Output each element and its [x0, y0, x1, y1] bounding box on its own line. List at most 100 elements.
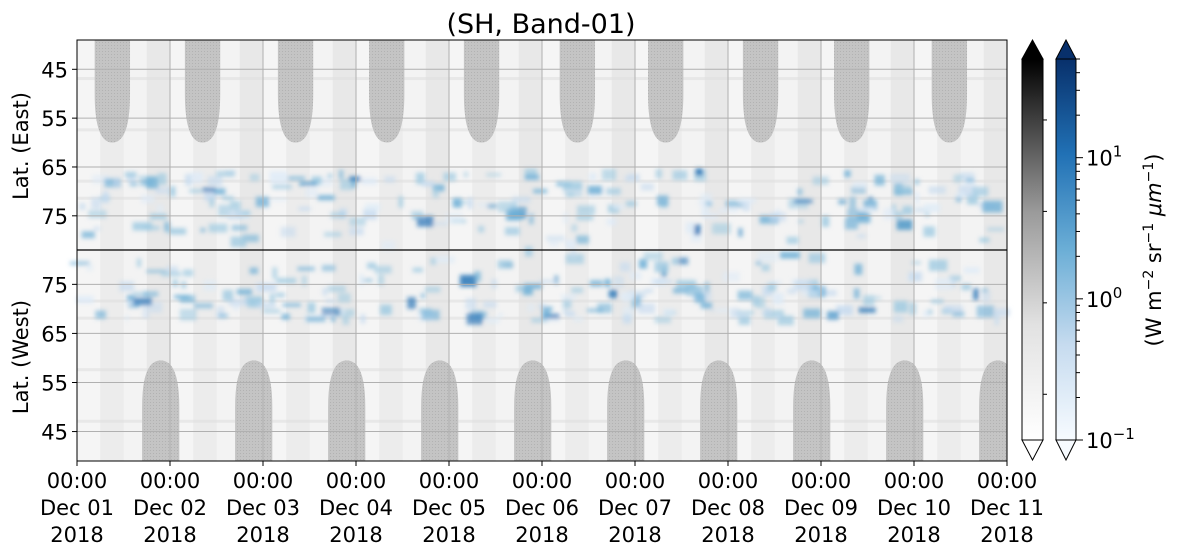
radiance-patch [767, 283, 777, 292]
radiance-patch [478, 225, 485, 233]
radiance-patch [623, 297, 629, 304]
radiance-patch [299, 181, 317, 186]
radiance-patch [209, 198, 215, 208]
radiance-patch [949, 275, 961, 281]
radiance-patch [327, 173, 333, 178]
radiance-patch [845, 218, 858, 230]
radiance-patch [486, 173, 501, 177]
nodata-lobe [328, 360, 366, 461]
radiance-patch [233, 303, 240, 311]
x-tick-label: 00:00 [791, 469, 852, 493]
radiance-patch [327, 285, 346, 293]
radiance-patch [964, 179, 976, 185]
radiance-patch [182, 269, 194, 277]
radiance-patch [606, 188, 621, 195]
radiance-patch [136, 258, 142, 268]
x-tick-label: 00:00 [47, 469, 108, 493]
radiance-patch [672, 170, 688, 180]
radiance-patch [377, 274, 385, 286]
x-tick-label: 2018 [515, 523, 568, 547]
radiance-patch [359, 274, 364, 286]
radiance-patch [822, 290, 837, 296]
radiance-patch [909, 302, 916, 315]
radiance-patch [776, 314, 781, 319]
bottom-panel-ylabel: Lat. (West) [9, 300, 33, 414]
radiance-patch [952, 311, 965, 317]
radiance-patch [577, 205, 596, 215]
x-tick-label: Dec 10 [877, 496, 951, 520]
radiance-patch [231, 225, 248, 231]
radiance-patch [770, 212, 786, 222]
radiance-patch [874, 174, 885, 186]
nodata-lobe [700, 360, 738, 461]
radiance-patch [190, 172, 204, 184]
radiance-patch [146, 269, 167, 273]
radiance-patch [269, 171, 288, 184]
radiance-patch [545, 317, 560, 322]
radiance-patch [325, 299, 336, 303]
radiance-patch [363, 208, 377, 220]
heatmap-plot-area [69, 39, 1010, 462]
radiance-patch [164, 221, 171, 232]
radiance-patch [322, 287, 327, 296]
radiance-patch [465, 298, 477, 310]
radiance-patch [421, 181, 435, 187]
radiance-patch [459, 274, 477, 287]
radiance-patch [104, 178, 121, 188]
radiance-patch [573, 316, 584, 322]
radiance-patch [893, 315, 904, 323]
radiance-patch [571, 224, 578, 232]
radiance-patch [425, 286, 441, 293]
radiance-patch [474, 271, 481, 282]
radiance-patch [194, 303, 213, 309]
radiance-patch [625, 175, 630, 182]
radiance-patch [808, 253, 826, 263]
radiance-patch [169, 186, 176, 197]
y-tick-label: 45 [41, 421, 68, 445]
radiance-patch [81, 231, 95, 239]
radiance-patch [411, 210, 424, 219]
radiance-patch [704, 282, 710, 293]
radiance-patch [432, 186, 439, 198]
radiance-patch [777, 315, 794, 326]
radiance-patch [88, 210, 107, 219]
radiance-patch [794, 199, 813, 204]
radiance-patch [542, 306, 550, 318]
blue-colorbar-extend-bottom [1055, 439, 1077, 462]
radiance-patch [257, 302, 276, 309]
radiance-patch [913, 179, 920, 185]
radiance-patch [961, 283, 972, 291]
radiance-patch [155, 187, 169, 194]
radiance-patch [761, 311, 772, 315]
radiance-patch [863, 199, 877, 211]
radiance-patch [979, 237, 990, 243]
radiance-patch [738, 198, 756, 204]
radiance-patch [571, 287, 583, 294]
nodata-lobe [184, 40, 221, 143]
radiance-patch [542, 313, 560, 319]
radiance-patch [527, 304, 535, 312]
radiance-patch [79, 203, 86, 210]
radiance-patch [282, 303, 301, 307]
nodata-lobe [648, 40, 684, 143]
nodata-lobe [559, 40, 596, 143]
radiance-patch [788, 198, 809, 209]
nodata-lobe [277, 40, 314, 143]
grey-colorbar-extend-bottom [1021, 439, 1044, 462]
radiance-patch [497, 201, 518, 213]
radiance-patch [76, 296, 94, 304]
radiance-patch [504, 227, 520, 236]
top-panel-ylabel: Lat. (East) [9, 92, 33, 200]
radiance-patch [207, 175, 223, 187]
radiance-patch [851, 186, 866, 194]
radiance-patch [587, 185, 602, 195]
radiance-patch [459, 200, 468, 204]
radiance-patch [142, 301, 163, 313]
radiance-patch [497, 312, 504, 318]
radiance-patch [119, 281, 135, 292]
radiance-patch [838, 199, 847, 205]
x-tick-label: 2018 [887, 523, 940, 547]
radiance-patch [255, 196, 270, 207]
radiance-patch [719, 208, 739, 213]
radiance-patch [836, 305, 853, 316]
